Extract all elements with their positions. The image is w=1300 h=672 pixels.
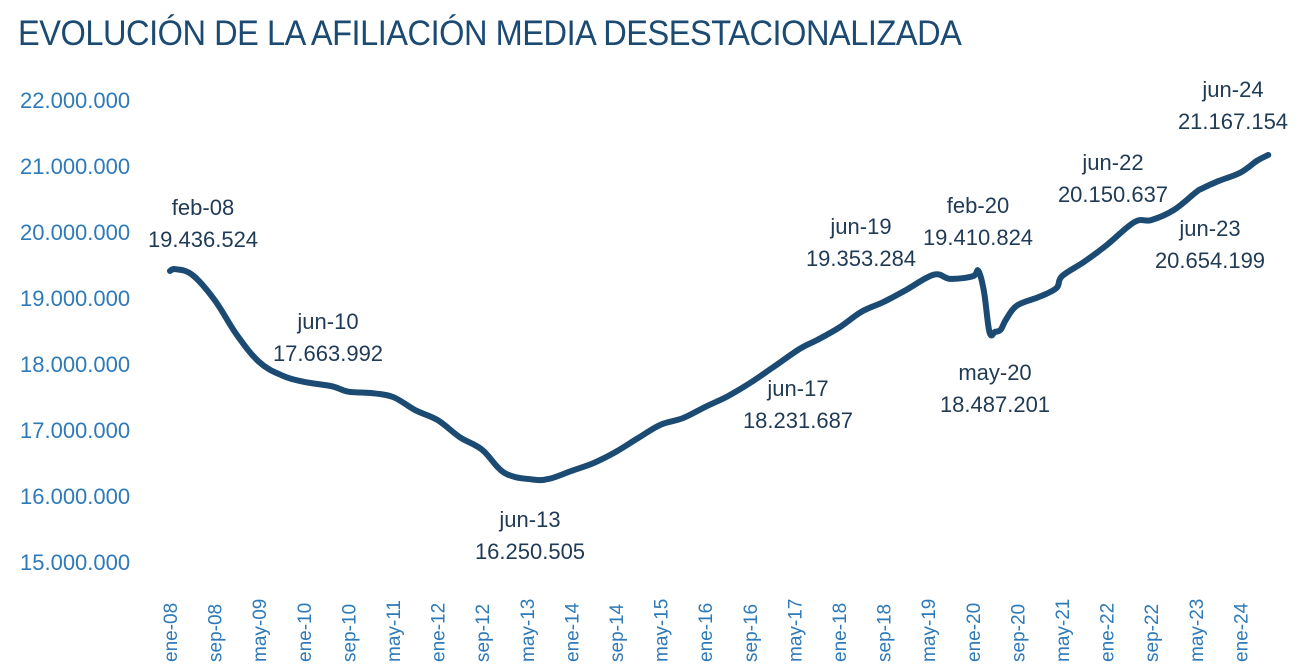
- x-tick-label: ene-24: [1231, 602, 1252, 662]
- annotation-date: jun-19: [829, 214, 891, 239]
- x-tick-label: ene-16: [696, 603, 717, 662]
- annotation-value: 19.410.824: [923, 225, 1033, 250]
- x-tick-label: ene-10: [295, 603, 316, 662]
- annotation-date: may-20: [958, 360, 1031, 385]
- x-tick-label: may-13: [518, 599, 539, 662]
- y-tick-label: 20.000.000: [20, 220, 130, 245]
- annotation-value: 20.654.199: [1155, 248, 1265, 273]
- x-tick-label: ene-08: [161, 603, 182, 662]
- y-tick-label: 16.000.000: [20, 484, 130, 509]
- annotation-value: 18.487.201: [940, 392, 1050, 417]
- series-line: [167, 151, 1272, 484]
- x-tick-label: sep-12: [473, 604, 494, 662]
- x-tick-label: ene-14: [562, 602, 583, 662]
- y-tick-label: 22.000.000: [20, 88, 130, 113]
- x-tick-label: sep-16: [741, 604, 762, 662]
- x-tick-label: may-09: [250, 599, 271, 662]
- annotation-date: jun-22: [1081, 150, 1143, 175]
- x-tick-label: ene-18: [830, 603, 851, 662]
- x-tick-label: ene-20: [964, 603, 985, 662]
- y-tick-label: 21.000.000: [20, 154, 130, 179]
- annotation-date: jun-17: [766, 376, 828, 401]
- x-tick-label: may-15: [652, 599, 673, 662]
- x-tick-label: sep-14: [607, 603, 628, 662]
- x-tick-label: ene-12: [429, 603, 450, 662]
- annotation-date: jun-24: [1201, 77, 1263, 102]
- annotation-date: jun-10: [296, 309, 358, 334]
- annotation-value: 21.167.154: [1178, 109, 1288, 134]
- x-tick-label: may-17: [785, 599, 806, 662]
- annotation-date: feb-08: [172, 195, 234, 220]
- annotation-value: 19.436.524: [148, 227, 258, 252]
- x-tick-label: sep-20: [1008, 604, 1029, 662]
- annotation-date: feb-20: [947, 193, 1009, 218]
- annotation-date: jun-23: [1178, 216, 1240, 241]
- x-tick-label: sep-08: [206, 604, 227, 662]
- x-tick-label: sep-18: [875, 604, 896, 662]
- x-tick-label: ene-22: [1098, 603, 1119, 662]
- y-tick-label: 15.000.000: [20, 550, 130, 575]
- x-tick-label: sep-22: [1142, 604, 1163, 662]
- annotation-value: 16.250.505: [475, 539, 585, 564]
- y-tick-label: 19.000.000: [20, 286, 130, 311]
- y-tick-label: 17.000.000: [20, 418, 130, 443]
- annotation-value: 20.150.637: [1058, 182, 1168, 207]
- annotation-value: 19.353.284: [806, 246, 916, 271]
- annotation-value: 18.231.687: [743, 408, 853, 433]
- annotation-date: jun-13: [498, 507, 560, 532]
- y-tick-label: 18.000.000: [20, 352, 130, 377]
- x-tick-label: sep-10: [339, 604, 360, 662]
- chart-title: EVOLUCIÓN DE LA AFILIACIÓN MEDIA DESESTA…: [18, 14, 962, 53]
- x-tick-label: may-23: [1187, 599, 1208, 662]
- x-tick-label: may-21: [1053, 599, 1074, 662]
- x-tick-label: may-11: [384, 600, 405, 662]
- annotation-value: 17.663.992: [273, 341, 383, 366]
- x-tick-label: may-19: [919, 599, 940, 662]
